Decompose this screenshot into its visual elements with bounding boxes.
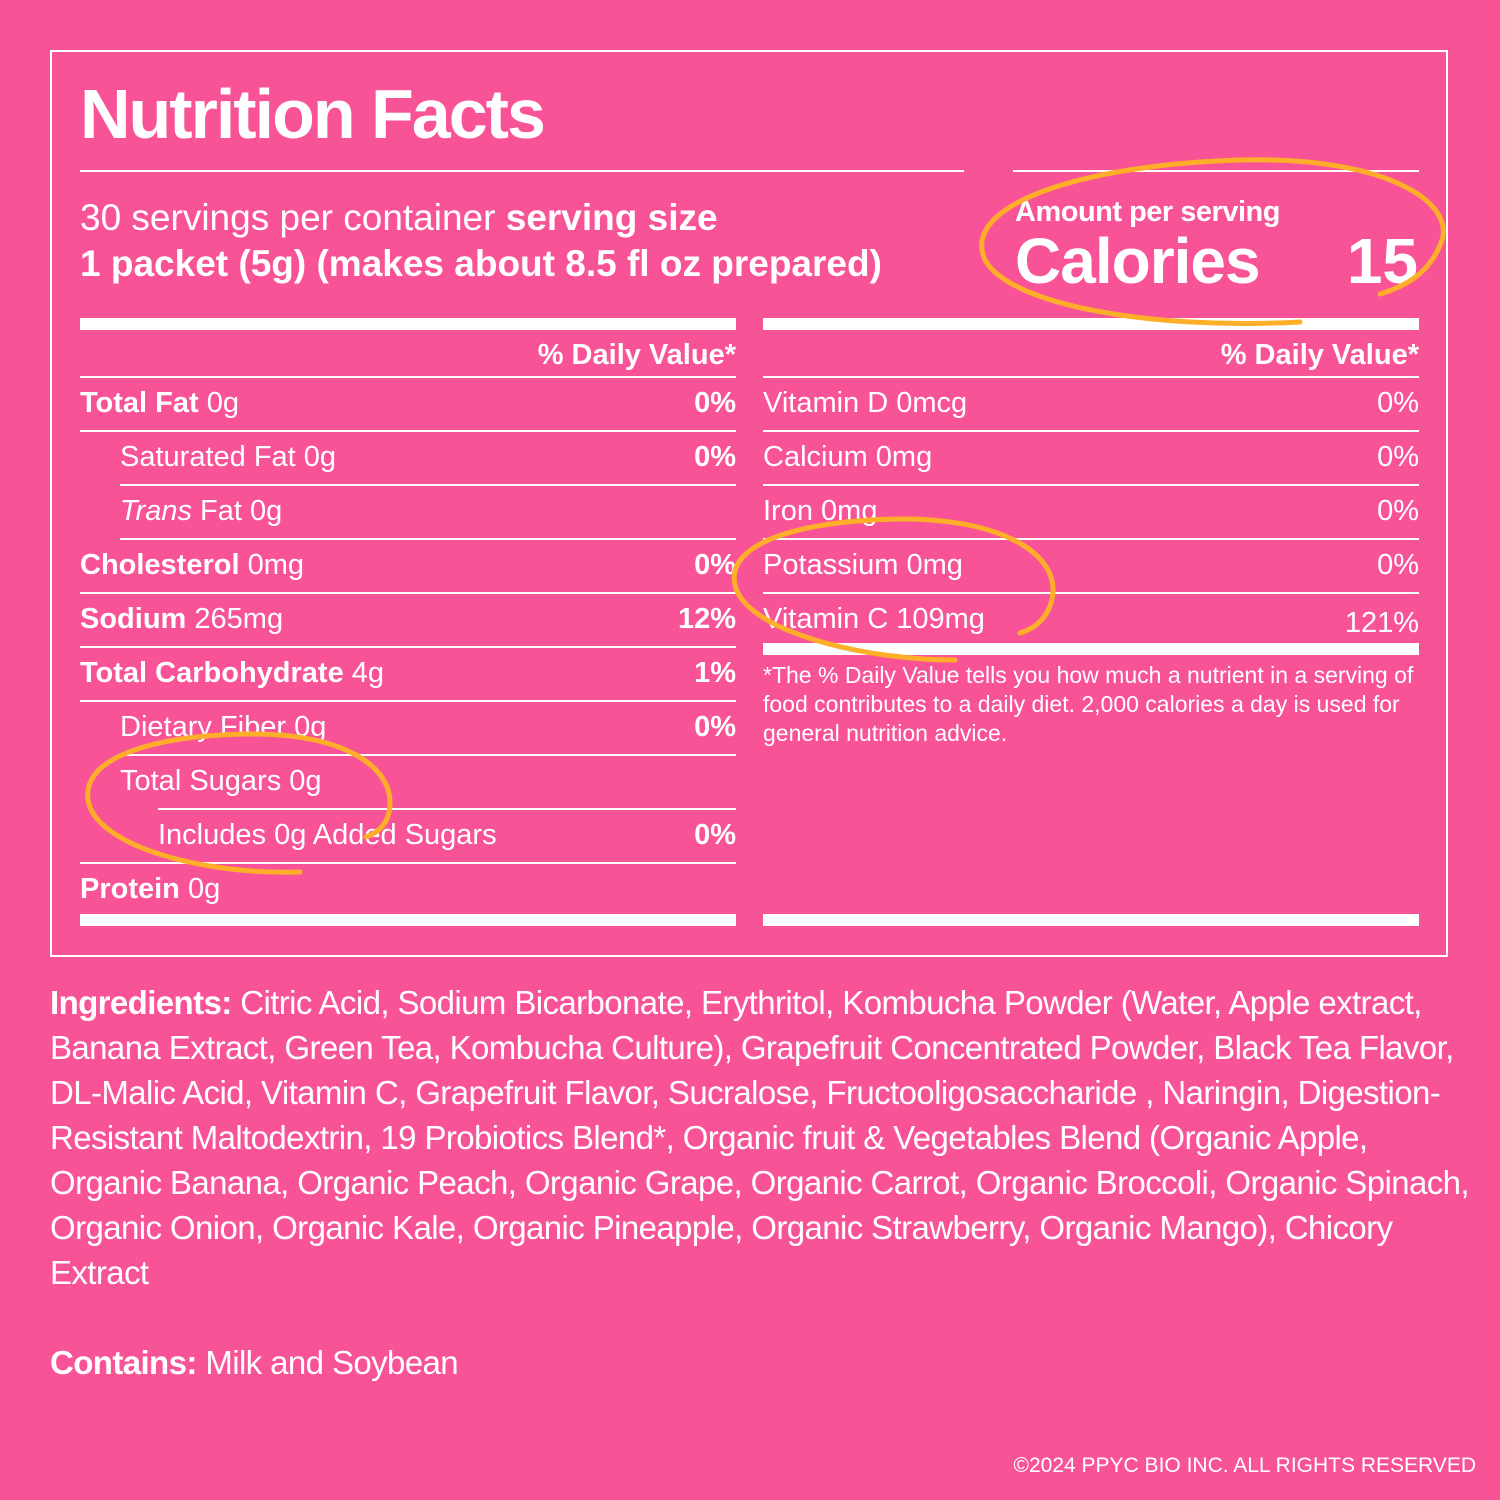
nutrient-pct: 121% [1344, 607, 1419, 639]
ingredients-label: Ingredients: [50, 984, 232, 1021]
nutrient-amount: Fat 0g [200, 495, 283, 527]
ingredients-list: Citric Acid, Sodium Bicarbonate, Erythri… [50, 984, 1470, 1291]
nutrient-row-total-carbohydrate: Total Carbohydrate 4g 1% [80, 648, 736, 702]
servings-per-container: 30 servings per container [80, 197, 496, 238]
nutrient-name: Total Fat [80, 387, 199, 419]
nutrient-amount: 0mg [247, 549, 305, 581]
nutrient-pct: 0% [1377, 495, 1419, 527]
nutrient-row-iron: Iron 0mg 0% [763, 486, 1419, 540]
nutrient-row-protein: Protein 0g [80, 864, 736, 918]
nutrient-row-total-sugars: Total Sugars 0g [80, 756, 736, 810]
nutrient-pct: 0% [694, 387, 736, 419]
nutrient-name: Iron 0mg [763, 495, 878, 527]
copyright-notice: ©2024 PPYC BIO INC. ALL RIGHTS RESERVED [1013, 1454, 1476, 1477]
nutrient-row-dietary-fiber: Dietary Fiber 0g 0% [80, 702, 736, 756]
nutrient-name: Potassium 0mg [763, 549, 963, 581]
nutrient-name: Vitamin D 0mcg [763, 387, 968, 419]
servings-line: 30 servings per container serving size [80, 196, 718, 240]
nutrient-pct: 0% [694, 549, 736, 581]
nutrient-name: Protein [80, 873, 180, 905]
nutrient-row-calcium: Calcium 0mg 0% [763, 432, 1419, 486]
title-divider-right [1013, 170, 1419, 172]
daily-value-footnote: *The % Daily Value tells you how much a … [763, 662, 1414, 746]
nutrient-pct: 0% [694, 819, 736, 851]
nutrient-pct: 0% [694, 711, 736, 743]
nutrition-panel [50, 50, 1448, 957]
nutrient-name: Trans [120, 495, 192, 527]
contains-value: Milk and Soybean [196, 1344, 459, 1381]
thick-divider-right-bottom [763, 914, 1419, 926]
nutrient-amount: 0g [206, 387, 240, 419]
page-title: Nutrition Facts [80, 75, 546, 153]
daily-value-header: % Daily Value* [80, 330, 736, 378]
nutrient-row-vitamin-c: Vitamin C 109mg 121% [763, 594, 1419, 648]
calories-value: 15 [1346, 225, 1418, 297]
nutrient-amount: 4g [351, 657, 385, 689]
nutrient-amount: 0g [289, 765, 322, 797]
nutrient-name: Cholesterol [80, 549, 240, 581]
nutrient-row-sodium: Sodium 265mg 12% [80, 594, 736, 648]
nutrient-amount: 265mg [194, 603, 284, 635]
thick-divider-right-top [763, 318, 1419, 330]
nutrient-name: Sodium [80, 603, 187, 635]
nutrient-name: Vitamin C 109mg [763, 603, 985, 635]
serving-size-label: serving size [505, 197, 718, 238]
nutrient-row-cholesterol: Cholesterol 0mg 0% [80, 540, 736, 594]
nutrients-right-column: % Daily Value* Vitamin D 0mcg 0% Calcium… [763, 330, 1419, 648]
nutrient-row-trans-fat: Trans Fat 0g [80, 486, 736, 540]
thick-divider-left-top [80, 318, 736, 330]
nutrient-row-saturated-fat: Saturated Fat 0g 0% [80, 432, 736, 486]
nutrient-pct: 0% [1377, 441, 1419, 473]
nutrient-amount: 0g [294, 711, 327, 743]
nutrient-pct: 0% [1377, 549, 1419, 581]
serving-size-value: 1 packet (5g) (makes about 8.5 fl oz pre… [80, 243, 882, 284]
nutrient-name: Dietary Fiber [120, 711, 286, 743]
daily-value-header: % Daily Value* [763, 330, 1419, 378]
nutrient-name: Saturated Fat [120, 441, 296, 473]
contains-label: Contains: [50, 1344, 197, 1381]
thick-divider-left-bottom [80, 914, 736, 926]
nutrient-row-potassium: Potassium 0mg 0% [763, 540, 1419, 594]
calories-label: Calories [1015, 225, 1261, 297]
nutrient-name: Total Sugars [120, 765, 282, 797]
title-divider-left [80, 170, 964, 172]
nutrient-pct: 12% [677, 603, 736, 635]
nutrient-pct: 0% [694, 441, 736, 473]
nutrient-name: Total Carbohydrate [80, 657, 344, 689]
nutrient-name: Includes 0g Added Sugars [158, 819, 497, 851]
nutrients-left-column: % Daily Value* Total Fat 0g 0% Saturated… [80, 330, 736, 918]
nutrient-pct: 1% [694, 657, 736, 689]
nutrient-row-vitamin-d: Vitamin D 0mcg 0% [763, 378, 1419, 432]
ingredients-text: Ingredients: Citric Acid, Sodium Bicarbo… [50, 980, 1470, 1295]
nutrient-amount: 0g [187, 873, 221, 905]
nutrient-amount: 0g [303, 441, 337, 473]
nutrient-name: Calcium 0mg [763, 441, 933, 473]
nutrient-pct: 0% [1377, 387, 1419, 419]
thick-divider-right-mid [763, 643, 1419, 655]
nutrient-row-added-sugars: Includes 0g Added Sugars 0% [80, 810, 736, 864]
nutrient-row-total-fat: Total Fat 0g 0% [80, 378, 736, 432]
allergens-text: Contains: Milk and Soybean [50, 1340, 459, 1385]
